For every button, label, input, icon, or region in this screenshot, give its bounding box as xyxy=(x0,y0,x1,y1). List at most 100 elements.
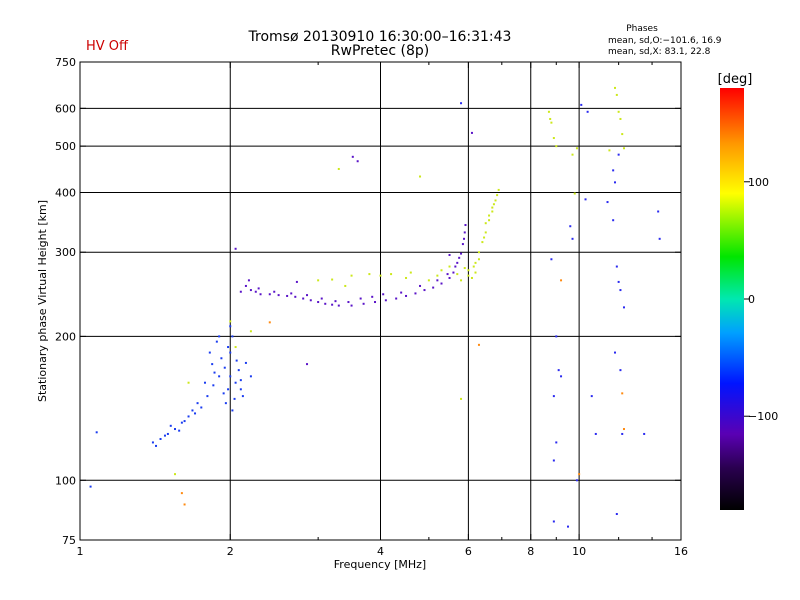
data-point xyxy=(379,274,382,277)
data-point xyxy=(463,231,466,234)
y-tick-label: 500 xyxy=(55,140,76,153)
data-point xyxy=(196,402,199,405)
data-point xyxy=(573,192,576,195)
data-point xyxy=(317,279,320,282)
data-point xyxy=(155,444,158,447)
data-point xyxy=(560,279,563,282)
data-point xyxy=(440,282,443,285)
data-point xyxy=(622,428,625,431)
data-point xyxy=(461,243,464,246)
data-point xyxy=(436,274,439,277)
data-point xyxy=(169,424,172,427)
data-point xyxy=(95,431,98,434)
data-point xyxy=(619,289,622,292)
data-point xyxy=(409,271,412,274)
data-point xyxy=(249,330,252,333)
data-point xyxy=(239,379,242,382)
data-point xyxy=(239,290,242,293)
data-point xyxy=(89,485,92,488)
data-point xyxy=(456,273,459,276)
data-point xyxy=(612,219,615,222)
data-point xyxy=(571,237,574,240)
data-point xyxy=(560,375,563,378)
data-point xyxy=(590,395,593,398)
data-point xyxy=(371,295,374,298)
data-point xyxy=(350,274,353,277)
data-point xyxy=(440,269,443,272)
data-point xyxy=(405,294,408,297)
data-point xyxy=(302,297,305,300)
data-point xyxy=(227,346,230,349)
data-point xyxy=(448,254,451,257)
data-point xyxy=(575,479,578,482)
chart-title: Tromsø 20130910 16:30:00–16:31:43 xyxy=(248,29,512,45)
data-point xyxy=(427,279,430,282)
data-point xyxy=(446,273,449,276)
data-point xyxy=(608,149,611,152)
data-point xyxy=(621,392,624,395)
data-point xyxy=(492,203,495,206)
data-point xyxy=(586,110,589,113)
stats-o-mode: mean, sd,O:−101.6, 16.9 xyxy=(608,36,722,46)
data-point xyxy=(555,145,558,148)
colorbar-gradient xyxy=(720,88,744,510)
data-point xyxy=(324,302,327,305)
data-point xyxy=(244,361,247,364)
data-point xyxy=(463,267,466,270)
data-point xyxy=(484,222,487,225)
data-point xyxy=(166,432,169,435)
data-point xyxy=(213,371,216,374)
data-point xyxy=(494,199,497,202)
data-point xyxy=(613,86,616,89)
data-point xyxy=(224,402,227,405)
data-point xyxy=(448,265,451,268)
data-point xyxy=(621,133,624,136)
data-point xyxy=(218,335,221,338)
data-point xyxy=(247,279,250,282)
data-point xyxy=(234,381,237,384)
y-tick-label: 750 xyxy=(55,56,76,69)
data-point xyxy=(400,291,403,294)
y-tick-label: 300 xyxy=(55,246,76,259)
y-tick-label: 600 xyxy=(55,102,76,115)
data-point xyxy=(220,357,223,360)
data-point xyxy=(622,147,625,150)
data-point xyxy=(552,459,555,462)
data-point xyxy=(231,335,234,338)
data-point xyxy=(268,321,271,324)
chart-subtitle: RwPretec (8p) xyxy=(331,43,429,59)
data-point xyxy=(163,434,166,437)
data-point xyxy=(477,343,480,346)
data-point xyxy=(244,284,247,287)
data-point xyxy=(419,175,422,178)
data-point xyxy=(347,301,350,304)
data-point xyxy=(615,265,618,268)
data-point xyxy=(212,384,215,387)
data-point xyxy=(552,395,555,398)
data-point xyxy=(569,225,572,228)
data-point xyxy=(436,279,439,282)
data-point xyxy=(472,265,475,268)
colorbar-label: [deg] xyxy=(718,72,753,87)
data-point xyxy=(580,103,583,106)
data-point xyxy=(237,369,240,372)
x-tick-label: 2 xyxy=(227,545,234,558)
data-point xyxy=(306,294,309,297)
grid-lines xyxy=(80,62,681,540)
data-point xyxy=(368,273,371,276)
data-point xyxy=(227,388,230,391)
data-point xyxy=(203,381,206,384)
colorbar: [deg] 100 0 −100 xyxy=(718,72,778,510)
data-point xyxy=(419,284,422,287)
y-tick-label: 200 xyxy=(55,330,76,343)
data-point xyxy=(159,437,162,440)
data-point xyxy=(200,406,203,409)
data-point xyxy=(594,432,597,435)
data-point xyxy=(211,363,214,366)
data-point xyxy=(550,121,553,124)
colorbar-tick-label: 100 xyxy=(748,176,769,189)
data-point xyxy=(567,525,570,528)
data-point xyxy=(231,409,234,412)
data-point xyxy=(241,395,244,398)
data-point xyxy=(606,201,609,204)
